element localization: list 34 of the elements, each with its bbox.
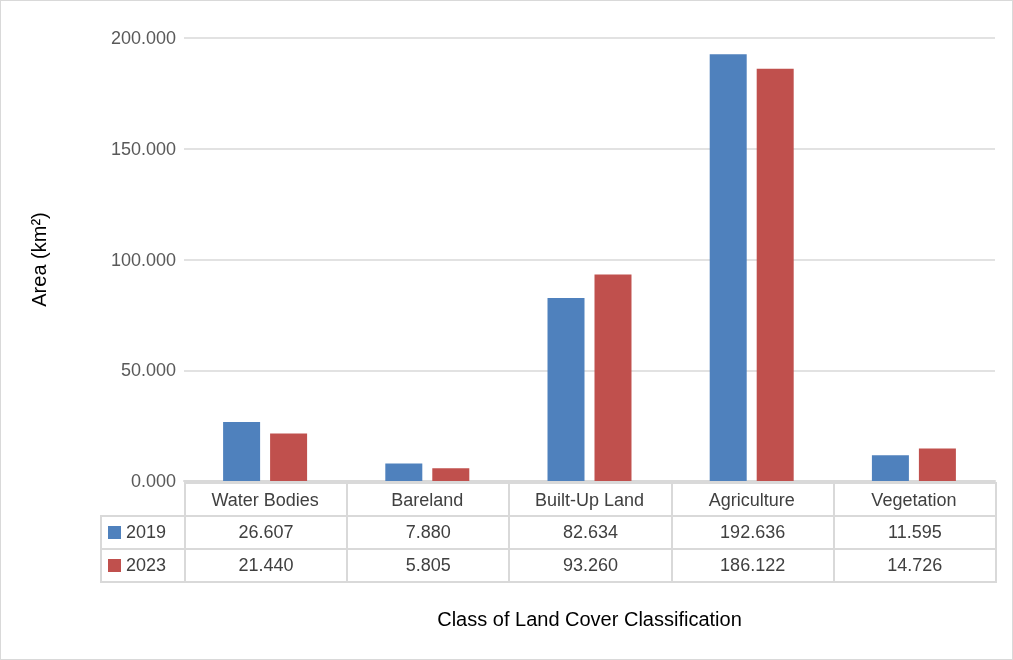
data-label: 7.880: [347, 516, 510, 549]
data-label: 186.122: [671, 549, 834, 582]
data-label: 14.726: [833, 549, 996, 582]
data-label: 21.440: [185, 549, 348, 582]
bar: [756, 68, 794, 481]
bar: [918, 448, 956, 481]
data-label: 192.636: [671, 516, 834, 549]
bar: [547, 297, 585, 481]
bar: [270, 433, 308, 481]
bar: [223, 422, 261, 481]
bar: [871, 455, 909, 481]
x-tick-label: Vegetation: [871, 490, 957, 510]
data-label: 26.607: [185, 516, 348, 549]
data-label: 11.595: [833, 516, 996, 549]
x-axis-title: Class of Land Cover Classification: [437, 608, 742, 630]
bar: [432, 468, 470, 481]
y-tick-label: 100.000: [110, 249, 176, 270]
x-tick-label: Built-Up Land: [534, 490, 645, 510]
y-tick-label: 150.000: [110, 138, 176, 159]
legend-label: 2023: [101, 549, 185, 582]
bar: [594, 274, 632, 481]
bar: [709, 54, 747, 481]
x-tick-label: Water Bodies: [211, 490, 319, 510]
x-tick-label: Agriculture: [708, 490, 795, 510]
data-label: 82.634: [509, 516, 672, 549]
x-tick-label: Bareland: [391, 490, 464, 510]
legend-label: 2019: [101, 516, 185, 549]
data-label: 93.260: [509, 549, 672, 582]
bar: [385, 463, 423, 481]
y-tick-label: 200.000: [110, 28, 176, 48]
y-tick-label: 0.000: [130, 471, 176, 491]
y-axis-title: Area (km²): [28, 212, 50, 307]
data-label: 5.805: [347, 549, 510, 582]
y-tick-label: 50.000: [120, 360, 176, 381]
